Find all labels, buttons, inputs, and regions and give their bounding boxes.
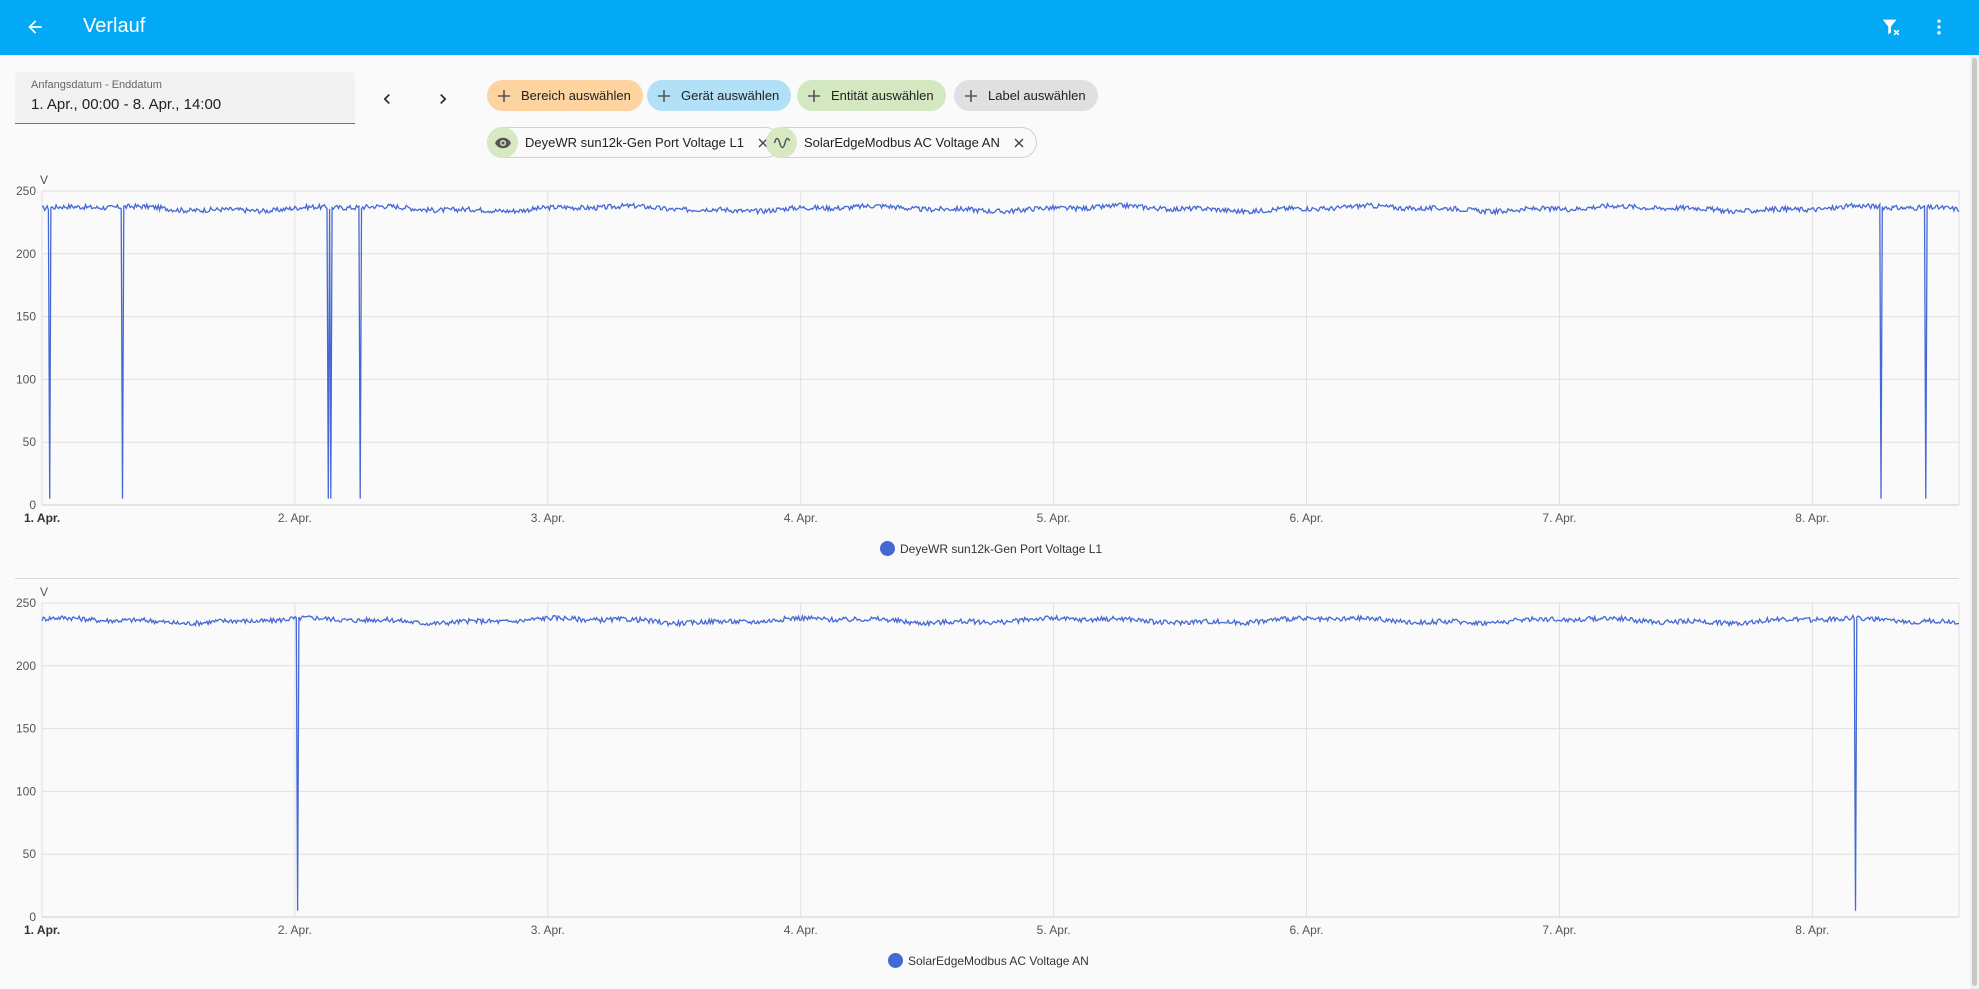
entity-chip-solaredge[interactable]: SolarEdgeModbus AC Voltage AN (766, 127, 1037, 158)
plus-icon (962, 87, 980, 105)
y-tick-label: 250 (16, 596, 36, 610)
voltage-chart-solaredge: V 0 50 100 150 200 250 1. Apr. 2. Apr. 3. Apr. 4. … (16, 585, 1960, 937)
x-tick-label: 8. Apr. (1795, 923, 1829, 937)
select-label-chip[interactable]: Label auswählen (954, 80, 1098, 111)
x-tick-label: 4. Apr. (784, 923, 818, 937)
eye-icon (487, 127, 518, 158)
chevron-right-icon (440, 94, 447, 104)
y-tick-label: 200 (16, 247, 36, 261)
x-tick-label: 7. Apr. (1542, 511, 1576, 525)
next-range-button[interactable] (426, 82, 460, 116)
entity-chip-label: DeyeWR sun12k-Gen Port Voltage L1 (525, 135, 744, 150)
x-tick-label: 5. Apr. (1037, 923, 1071, 937)
remove-entity-button[interactable] (1010, 134, 1028, 152)
plus-icon (805, 87, 823, 105)
chart-divider (15, 578, 1959, 579)
x-tick-label: 7. Apr. (1542, 923, 1576, 937)
x-tick-label: 2. Apr. (278, 511, 312, 525)
legend-color-dot (888, 953, 903, 968)
chip-label: Entität auswählen (831, 88, 934, 103)
previous-range-button[interactable] (370, 82, 404, 116)
date-range-value: 1. Apr., 00:00 - 8. Apr., 14:00 (31, 96, 222, 113)
chip-label: Label auswählen (988, 88, 1086, 103)
y-tick-label: 250 (16, 184, 36, 198)
select-area-chip[interactable]: Bereich auswählen (487, 80, 643, 111)
chip-label: Bereich auswählen (521, 88, 631, 103)
x-tick-label: 2. Apr. (278, 923, 312, 937)
series-line[interactable] (41, 613, 1960, 911)
sine-wave-icon (766, 127, 797, 158)
clear-filter-button[interactable] (1876, 12, 1906, 42)
y-tick-label: 200 (16, 659, 36, 673)
date-range-picker[interactable]: Anfangsdatum - Enddatum 1. Apr., 00:00 -… (15, 72, 355, 124)
legend-label: SolarEdgeModbus AC Voltage AN (908, 953, 1089, 968)
x-tick-label: 4. Apr. (784, 511, 818, 525)
back-button[interactable] (18, 10, 52, 44)
filter-remove-icon (1882, 19, 1900, 36)
legend-color-dot (880, 541, 895, 556)
overflow-menu-button[interactable] (1924, 12, 1954, 42)
x-tick-label: 6. Apr. (1289, 923, 1323, 937)
series-line[interactable] (41, 201, 1960, 499)
y-tick-label: 100 (16, 784, 36, 798)
x-tick-label: 3. Apr. (531, 511, 565, 525)
x-tick-label: 1. Apr. (24, 511, 60, 525)
x-tick-label: 1. Apr. (24, 923, 60, 937)
voltage-chart-deye: V 0 50 100 150 200 250 1. Apr. 2. Apr. 3. Apr. 4. … (16, 173, 1960, 525)
legend-deye[interactable]: DeyeWR sun12k-Gen Port Voltage L1 (880, 541, 1102, 556)
arrow-left-icon (28, 20, 42, 34)
page-title: Verlauf (83, 15, 146, 37)
x-tick-label: 5. Apr. (1037, 511, 1071, 525)
y-tick-label: 50 (23, 435, 37, 449)
x-tick-label: 8. Apr. (1795, 511, 1829, 525)
y-axis-unit-label: V (40, 585, 48, 599)
chip-label: Gerät auswählen (681, 88, 780, 103)
y-tick-label: 100 (16, 372, 36, 386)
plus-icon (495, 87, 513, 105)
entity-chip-deye[interactable]: DeyeWR sun12k-Gen Port Voltage L1 (487, 127, 781, 158)
page-scrollbar-thumb[interactable] (1972, 58, 1977, 986)
legend-solaredge[interactable]: SolarEdgeModbus AC Voltage AN (888, 953, 1089, 968)
x-tick-label: 6. Apr. (1289, 511, 1323, 525)
y-tick-label: 0 (29, 910, 36, 924)
dots-vertical-icon (1937, 19, 1941, 35)
y-tick-label: 0 (29, 498, 36, 512)
entity-chip-label: SolarEdgeModbus AC Voltage AN (804, 135, 1000, 150)
top-app-bar: Verlauf (0, 0, 1979, 55)
date-range-label: Anfangsdatum - Enddatum (31, 79, 162, 91)
select-entity-chip[interactable]: Entität auswählen (797, 80, 946, 111)
legend-label: DeyeWR sun12k-Gen Port Voltage L1 (900, 541, 1103, 556)
x-tick-label: 3. Apr. (531, 923, 565, 937)
y-tick-label: 50 (23, 847, 37, 861)
select-device-chip[interactable]: Gerät auswählen (647, 80, 792, 111)
close-icon (1014, 138, 1024, 147)
y-axis-unit-label: V (40, 173, 48, 187)
y-tick-label: 150 (16, 722, 36, 736)
chevron-left-icon (383, 94, 390, 104)
plus-icon (655, 87, 673, 105)
y-tick-label: 150 (16, 310, 36, 324)
